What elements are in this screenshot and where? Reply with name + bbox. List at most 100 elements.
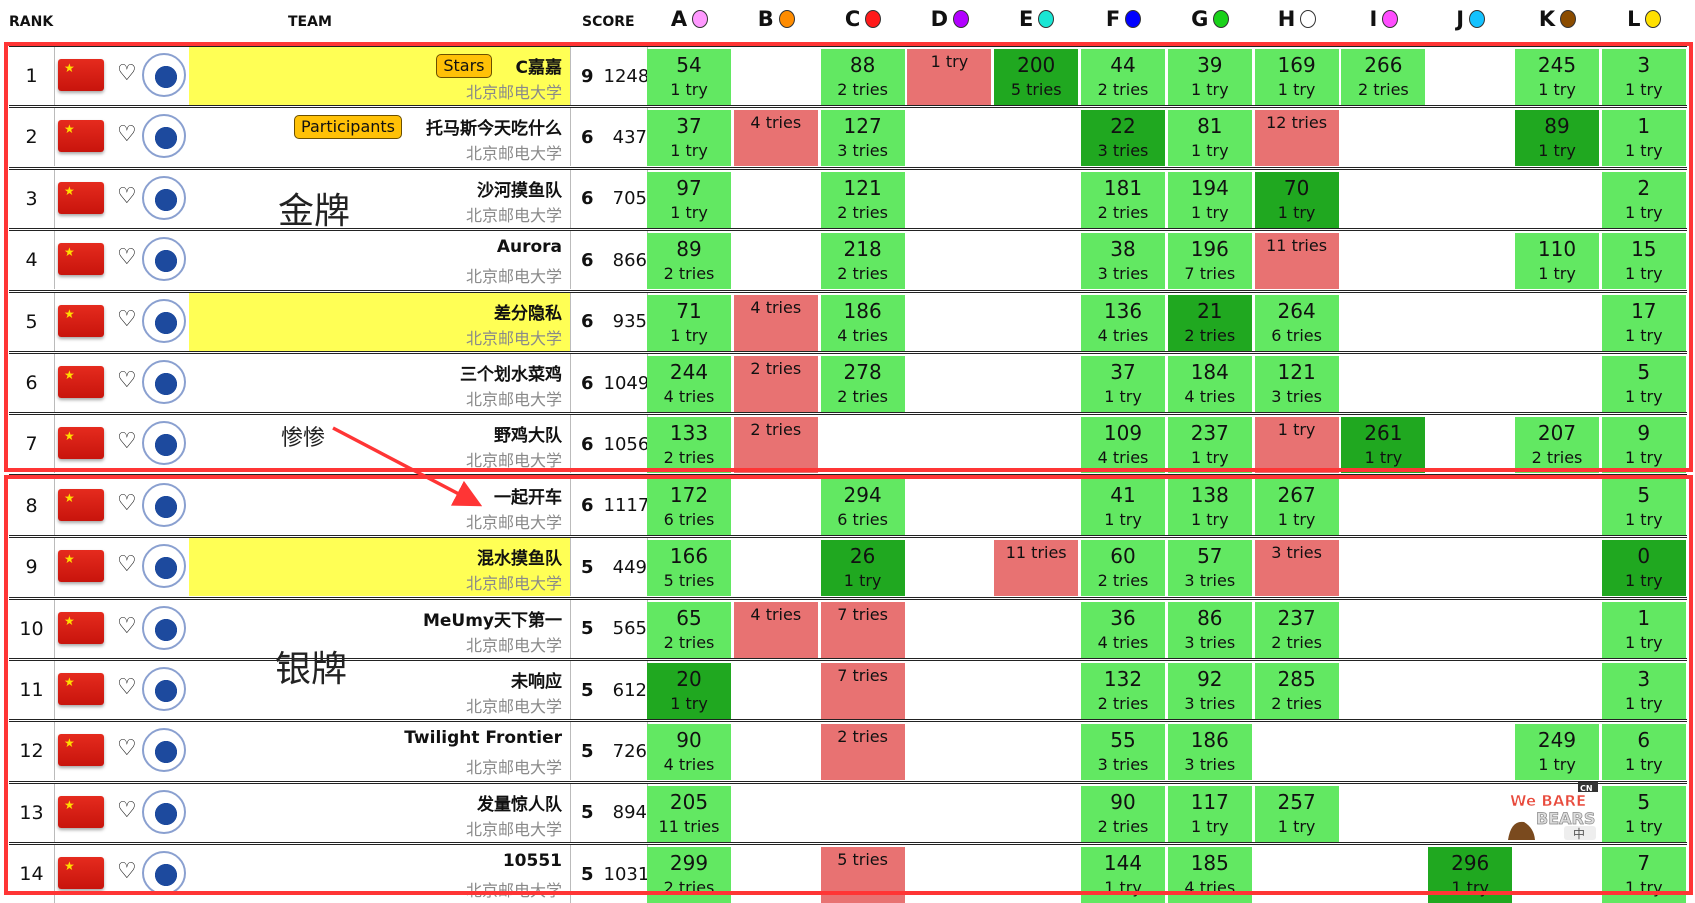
problem-header-c[interactable]: C — [820, 0, 907, 38]
problem-cell-h[interactable]: 3 tries — [1254, 540, 1339, 597]
problem-cell-d[interactable]: 1 try — [907, 49, 992, 105]
problem-header-j[interactable]: J — [1427, 0, 1514, 38]
problem-cell-f[interactable]: 181 2 tries — [1081, 171, 1165, 228]
table-row[interactable]: 4 ★ ♡ Aurora 北京邮电大学 6 866 89 2 tries 218 2 tries 38… — [9, 228, 1687, 290]
problem-cell-h[interactable]: 121 3 tries — [1254, 356, 1339, 412]
problem-header-f[interactable]: F — [1080, 0, 1167, 38]
problem-cell-b[interactable]: 4 tries — [733, 294, 818, 351]
problem-cell-a[interactable]: 133 2 tries — [647, 417, 731, 474]
problem-cell-k[interactable]: 249 1 try — [1515, 724, 1599, 781]
problem-header-d[interactable]: D — [906, 0, 993, 38]
problem-cell-g[interactable]: 196 7 tries — [1167, 233, 1252, 290]
problem-cell-k[interactable]: 207 2 tries — [1515, 417, 1599, 474]
problem-cell-c[interactable]: 7 tries — [820, 601, 905, 658]
problem-header-i[interactable]: I — [1340, 0, 1427, 38]
problem-cell-g[interactable]: 237 1 try — [1167, 417, 1252, 474]
heart-icon[interactable]: ♡ — [117, 122, 137, 148]
problem-cell-f[interactable]: 136 4 tries — [1081, 294, 1165, 351]
problem-cell-b[interactable]: 4 tries — [733, 601, 818, 658]
problem-cell-c[interactable]: 127 3 tries — [820, 110, 905, 167]
problem-cell-h[interactable]: 267 1 try — [1254, 478, 1339, 535]
problem-cell-b[interactable]: 4 tries — [733, 110, 818, 167]
table-row[interactable]: 2 ★ ♡ Participants 托马斯今天吃什么 北京邮电大学 6 437 37 1 try… — [9, 105, 1687, 167]
problem-cell-g[interactable]: 117 1 try — [1167, 785, 1252, 842]
problem-cell-g[interactable]: 81 1 try — [1167, 110, 1252, 167]
problem-cell-a[interactable]: 166 5 tries — [647, 540, 731, 597]
problem-cell-e[interactable]: 200 5 tries — [994, 49, 1079, 105]
problem-cell-e[interactable]: 11 tries — [994, 540, 1079, 597]
problem-cell-a[interactable]: 172 6 tries — [647, 478, 731, 535]
problem-cell-c[interactable]: 186 4 tries — [820, 294, 905, 351]
problem-cell-b[interactable]: 2 tries — [733, 417, 818, 474]
problem-cell-f[interactable]: 38 3 tries — [1081, 233, 1165, 290]
problem-cell-l[interactable]: 17 1 try — [1601, 294, 1686, 351]
heart-icon[interactable]: ♡ — [117, 736, 137, 762]
problem-header-b[interactable]: B — [733, 0, 820, 38]
heart-icon[interactable]: ♡ — [117, 797, 137, 823]
problem-cell-a[interactable]: 244 4 tries — [647, 356, 731, 412]
problem-cell-l[interactable]: 3 1 try — [1601, 663, 1686, 719]
problem-cell-f[interactable]: 60 2 tries — [1081, 540, 1165, 597]
problem-header-l[interactable]: L — [1601, 0, 1688, 38]
problem-cell-l[interactable]: 3 1 try — [1601, 49, 1686, 105]
table-row[interactable]: 10 ★ ♡ MeUmy天下第一 北京邮电大学 5 565 65 2 tries 4 tries 7… — [9, 596, 1687, 658]
problem-cell-i[interactable]: 261 1 try — [1341, 417, 1426, 474]
heart-icon[interactable]: ♡ — [117, 183, 137, 209]
problem-cell-h[interactable]: 11 tries — [1254, 233, 1339, 290]
problem-cell-l[interactable]: 15 1 try — [1601, 233, 1686, 290]
problem-cell-a[interactable]: 97 1 try — [647, 171, 731, 228]
problem-cell-h[interactable]: 70 1 try — [1254, 171, 1339, 228]
table-row[interactable]: 14 ★ ♡ 10551 北京邮电大学 5 1031 299 2 tries 5 tries 144… — [9, 842, 1687, 903]
problem-cell-h[interactable]: 1 try — [1254, 417, 1339, 474]
problem-cell-c[interactable]: 2 tries — [820, 724, 905, 781]
heart-icon[interactable]: ♡ — [117, 613, 137, 639]
problem-cell-f[interactable]: 44 2 tries — [1081, 49, 1165, 105]
problem-cell-c[interactable]: 7 tries — [820, 663, 905, 719]
problem-cell-g[interactable]: 92 3 tries — [1167, 663, 1252, 719]
problem-cell-g[interactable]: 86 3 tries — [1167, 601, 1252, 658]
problem-cell-i[interactable]: 266 2 tries — [1341, 49, 1426, 105]
problem-cell-k[interactable]: 89 1 try — [1515, 110, 1599, 167]
problem-cell-h[interactable]: 12 tries — [1254, 110, 1339, 167]
problem-header-g[interactable]: G — [1167, 0, 1254, 38]
table-row[interactable]: 13 ★ ♡ 发量惊人队 北京邮电大学 5 894 205 11 tries 90 2 tries 1… — [9, 780, 1687, 842]
problem-cell-a[interactable]: 37 1 try — [647, 110, 731, 167]
problem-cell-h[interactable]: 237 2 tries — [1254, 601, 1339, 658]
heart-icon[interactable]: ♡ — [117, 245, 137, 271]
problem-cell-g[interactable]: 184 4 tries — [1167, 356, 1252, 412]
table-row[interactable]: 3 ★ ♡ 沙河摸鱼队 北京邮电大学 6 705 97 1 try 121 2 tries 181 2 … — [9, 166, 1687, 228]
problem-cell-h[interactable]: 285 2 tries — [1254, 663, 1339, 719]
problem-cell-f[interactable]: 36 4 tries — [1081, 601, 1165, 658]
problem-cell-b[interactable]: 2 tries — [733, 356, 818, 412]
problem-cell-a[interactable]: 71 1 try — [647, 294, 731, 351]
heart-icon[interactable]: ♡ — [117, 490, 137, 516]
problem-cell-c[interactable]: 294 6 tries — [820, 478, 905, 535]
table-row[interactable]: 7 ★ ♡ 野鸡大队 北京邮电大学 6 1056 133 2 tries 2 tries 109 4 … — [9, 412, 1687, 474]
problem-header-h[interactable]: H — [1254, 0, 1341, 38]
problem-cell-a[interactable]: 205 11 tries — [647, 785, 731, 842]
problem-cell-g[interactable]: 194 1 try — [1167, 171, 1252, 228]
problem-cell-c[interactable]: 26 1 try — [820, 540, 905, 597]
problem-cell-h[interactable]: 169 1 try — [1254, 49, 1339, 105]
problem-cell-h[interactable]: 257 1 try — [1254, 785, 1339, 842]
heart-icon[interactable]: ♡ — [117, 61, 137, 86]
problem-cell-f[interactable]: 37 1 try — [1081, 356, 1165, 412]
heart-icon[interactable]: ♡ — [117, 675, 137, 700]
heart-icon[interactable]: ♡ — [117, 429, 137, 455]
table-row[interactable]: 9 ★ ♡ 混水摸鱼队 北京邮电大学 5 449 166 5 tries 26 1 try 11 tr… — [9, 535, 1687, 597]
problem-cell-a[interactable]: 90 4 tries — [647, 724, 731, 781]
problem-cell-k[interactable]: 110 1 try — [1515, 233, 1599, 290]
problem-cell-g[interactable]: 138 1 try — [1167, 478, 1252, 535]
table-row[interactable]: 6 ★ ♡ 三个划水菜鸡 北京邮电大学 6 1049 244 4 tries 2 tries 278… — [9, 351, 1687, 412]
problem-cell-c[interactable]: 278 2 tries — [820, 356, 905, 412]
problem-cell-f[interactable]: 90 2 tries — [1081, 785, 1165, 842]
problem-cell-f[interactable]: 132 2 tries — [1081, 663, 1165, 719]
problem-cell-a[interactable]: 65 2 tries — [647, 601, 731, 658]
table-row[interactable]: 5 ★ ♡ 差分隐私 北京邮电大学 6 935 71 1 try 4 tries 186 4 trie… — [9, 289, 1687, 351]
